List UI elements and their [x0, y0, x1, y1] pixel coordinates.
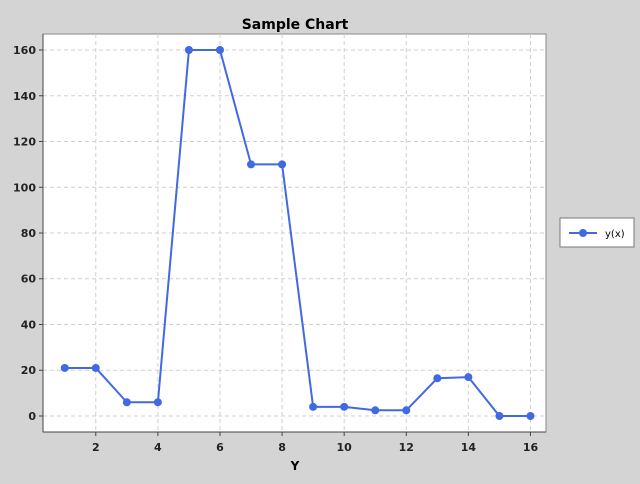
- data-point: [184, 46, 193, 55]
- y-tick-label: 100: [13, 181, 36, 194]
- y-tick-label: 40: [21, 318, 37, 331]
- x-tick-label: 12: [399, 441, 414, 454]
- data-point: [60, 363, 69, 372]
- data-point: [433, 374, 442, 383]
- x-axis-label: Y: [290, 459, 300, 473]
- x-tick-label: 8: [278, 441, 286, 454]
- data-point: [309, 402, 318, 411]
- y-tick-label: 160: [13, 44, 36, 57]
- plot-area: [42, 33, 547, 433]
- y-tick-label: 20: [21, 364, 37, 377]
- data-point: [340, 402, 349, 411]
- data-point: [402, 406, 411, 415]
- y-tick-label: 60: [21, 273, 37, 286]
- data-point: [122, 398, 131, 407]
- data-point: [247, 160, 256, 169]
- x-tick-label: 16: [523, 441, 539, 454]
- legend-label: y(x): [605, 229, 625, 240]
- y-tick-label: 120: [13, 136, 36, 149]
- chart-title: Sample Chart: [242, 17, 349, 33]
- data-point: [215, 46, 224, 55]
- y-tick-label: 140: [13, 90, 36, 103]
- data-point: [153, 398, 162, 407]
- series-line: [64, 49, 531, 417]
- x-tick-label: 14: [461, 441, 477, 454]
- x-tick-label: 6: [216, 441, 224, 454]
- data-point: [278, 160, 287, 169]
- x-tick-label: 4: [154, 441, 162, 454]
- data-point: [91, 363, 100, 372]
- data-point: [464, 373, 473, 382]
- axes: 0 20 40 60 80 100 120 140 160 2 4 6 8 10 12 14 16: [13, 34, 546, 454]
- x-tick-label: 10: [337, 441, 353, 454]
- data-point: [371, 406, 380, 415]
- data-point: [526, 411, 535, 420]
- data-point: [495, 411, 504, 420]
- y-tick-label: 0: [28, 410, 36, 423]
- y-tick-label: 80: [21, 227, 37, 240]
- series-layer: [60, 46, 535, 420]
- legend-marker: [579, 229, 587, 237]
- grid: [43, 34, 546, 432]
- legend: y(x): [559, 217, 635, 248]
- x-tick-label: 2: [92, 441, 100, 454]
